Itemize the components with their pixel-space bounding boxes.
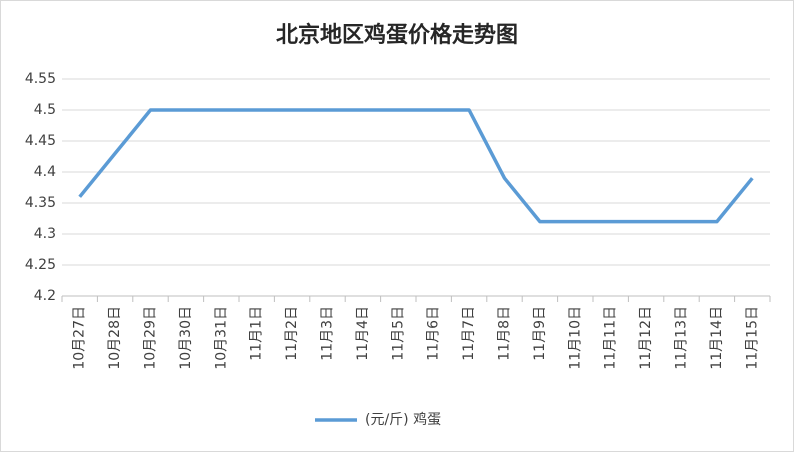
x-tick-label: 11月12日 [638, 306, 654, 370]
y-tick-label: 4.3 [34, 226, 56, 242]
x-tick-label: 10月28日 [107, 306, 123, 370]
y-tick-label: 4.45 [25, 133, 56, 149]
y-tick-label: 4.55 [25, 71, 56, 87]
x-tick-label: 11月4日 [355, 306, 371, 361]
x-tick-label: 11月1日 [249, 306, 265, 361]
x-tick-label: 11月3日 [320, 306, 336, 361]
x-tick-label: 11月10日 [567, 306, 583, 370]
legend-label: (元/斤) 鸡蛋 [365, 411, 441, 428]
x-tick-label: 11月6日 [426, 306, 442, 361]
y-tick-label: 4.2 [34, 288, 56, 304]
line-series [78, 108, 754, 224]
x-tick-label: 11月11日 [603, 306, 619, 370]
x-tick-label: 11月14日 [709, 306, 725, 370]
chart-title: 北京地区鸡蛋价格走势图 [276, 22, 518, 48]
x-tick-label: 11月9日 [532, 306, 548, 361]
x-tick-label: 11月5日 [390, 306, 406, 361]
x-tick-label: 11月15日 [744, 306, 760, 370]
x-tick-label: 10月30日 [178, 306, 194, 370]
y-tick-label: 4.5 [34, 102, 56, 118]
x-tick-label: 10月29日 [143, 306, 159, 370]
y-tick-label: 4.35 [25, 195, 56, 211]
x-tick-label: 10月27日 [72, 306, 88, 370]
x-tick-label: 11月13日 [674, 306, 690, 370]
x-tick-label: 11月8日 [497, 306, 513, 361]
x-tick-label: 11月7日 [461, 306, 477, 361]
x-tick-label: 11月2日 [284, 306, 300, 361]
y-tick-label: 4.4 [34, 164, 56, 180]
x-tick-label: 10月31日 [213, 306, 229, 370]
y-tick-label: 4.25 [25, 257, 56, 273]
